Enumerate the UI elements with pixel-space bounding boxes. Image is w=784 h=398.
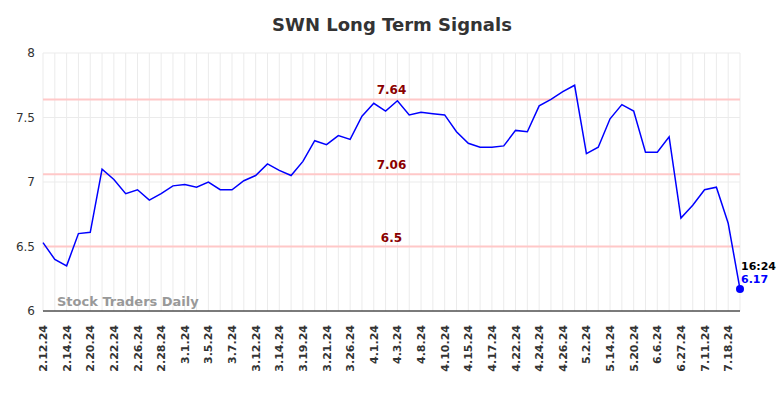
svg-text:4.26.24: 4.26.24 (557, 325, 570, 372)
svg-text:3.5.24: 3.5.24 (202, 325, 215, 364)
svg-text:8: 8 (27, 46, 35, 60)
svg-text:7.64: 7.64 (377, 83, 407, 97)
svg-text:6: 6 (27, 304, 35, 318)
svg-text:7.11.24: 7.11.24 (699, 325, 712, 372)
svg-text:3.19.24: 3.19.24 (297, 325, 310, 372)
svg-text:7: 7 (27, 175, 35, 189)
svg-text:4.15.24: 4.15.24 (462, 325, 475, 372)
svg-text:4.1.24: 4.1.24 (368, 325, 381, 364)
svg-text:16:24: 16:24 (741, 260, 776, 273)
html-text:Stock Traders Daily: Stock Traders Daily (57, 294, 199, 309)
svg-text:6.5: 6.5 (381, 231, 402, 245)
svg-text:4.10.24: 4.10.24 (439, 325, 452, 372)
svg-text:5.20.24: 5.20.24 (628, 325, 641, 372)
svg-text:6.6.24: 6.6.24 (651, 325, 664, 364)
svg-text:3.1.24: 3.1.24 (179, 325, 192, 364)
svg-text:3.14.24: 3.14.24 (273, 325, 286, 372)
svg-text:2.14.24: 2.14.24 (61, 325, 74, 372)
svg-text:4.17.24: 4.17.24 (486, 325, 499, 372)
svg-text:2.28.24: 2.28.24 (155, 325, 168, 372)
svg-text:6.27.24: 6.27.24 (675, 325, 688, 372)
svg-text:5.14.24: 5.14.24 (604, 325, 617, 372)
svg-text:3.26.24: 3.26.24 (344, 325, 357, 372)
svg-text:4.3.24: 4.3.24 (391, 325, 404, 364)
svg-text:4.8.24: 4.8.24 (415, 325, 428, 364)
svg-text:6.17: 6.17 (741, 273, 768, 286)
svg-text:4.24.24: 4.24.24 (533, 325, 546, 372)
html-text:SWN Long Term Signals: SWN Long Term Signals (272, 14, 512, 35)
svg-text:5.2.24: 5.2.24 (580, 325, 593, 364)
svg-text:2.20.24: 2.20.24 (84, 325, 97, 372)
svg-text:3.21.24: 3.21.24 (321, 325, 334, 372)
svg-text:7.06: 7.06 (377, 158, 407, 172)
svg-text:6.5: 6.5 (16, 240, 35, 254)
svg-text:2.12.24: 2.12.24 (37, 325, 50, 372)
svg-text:7.18.24: 7.18.24 (722, 325, 735, 372)
svg-text:2.26.24: 2.26.24 (132, 325, 145, 372)
svg-text:3.12.24: 3.12.24 (250, 325, 263, 372)
svg-text:3.7.24: 3.7.24 (226, 325, 239, 364)
svg-text:4.22.24: 4.22.24 (510, 325, 523, 372)
svg-text:2.22.24: 2.22.24 (108, 325, 121, 372)
svg-text:7.5: 7.5 (16, 111, 35, 125)
